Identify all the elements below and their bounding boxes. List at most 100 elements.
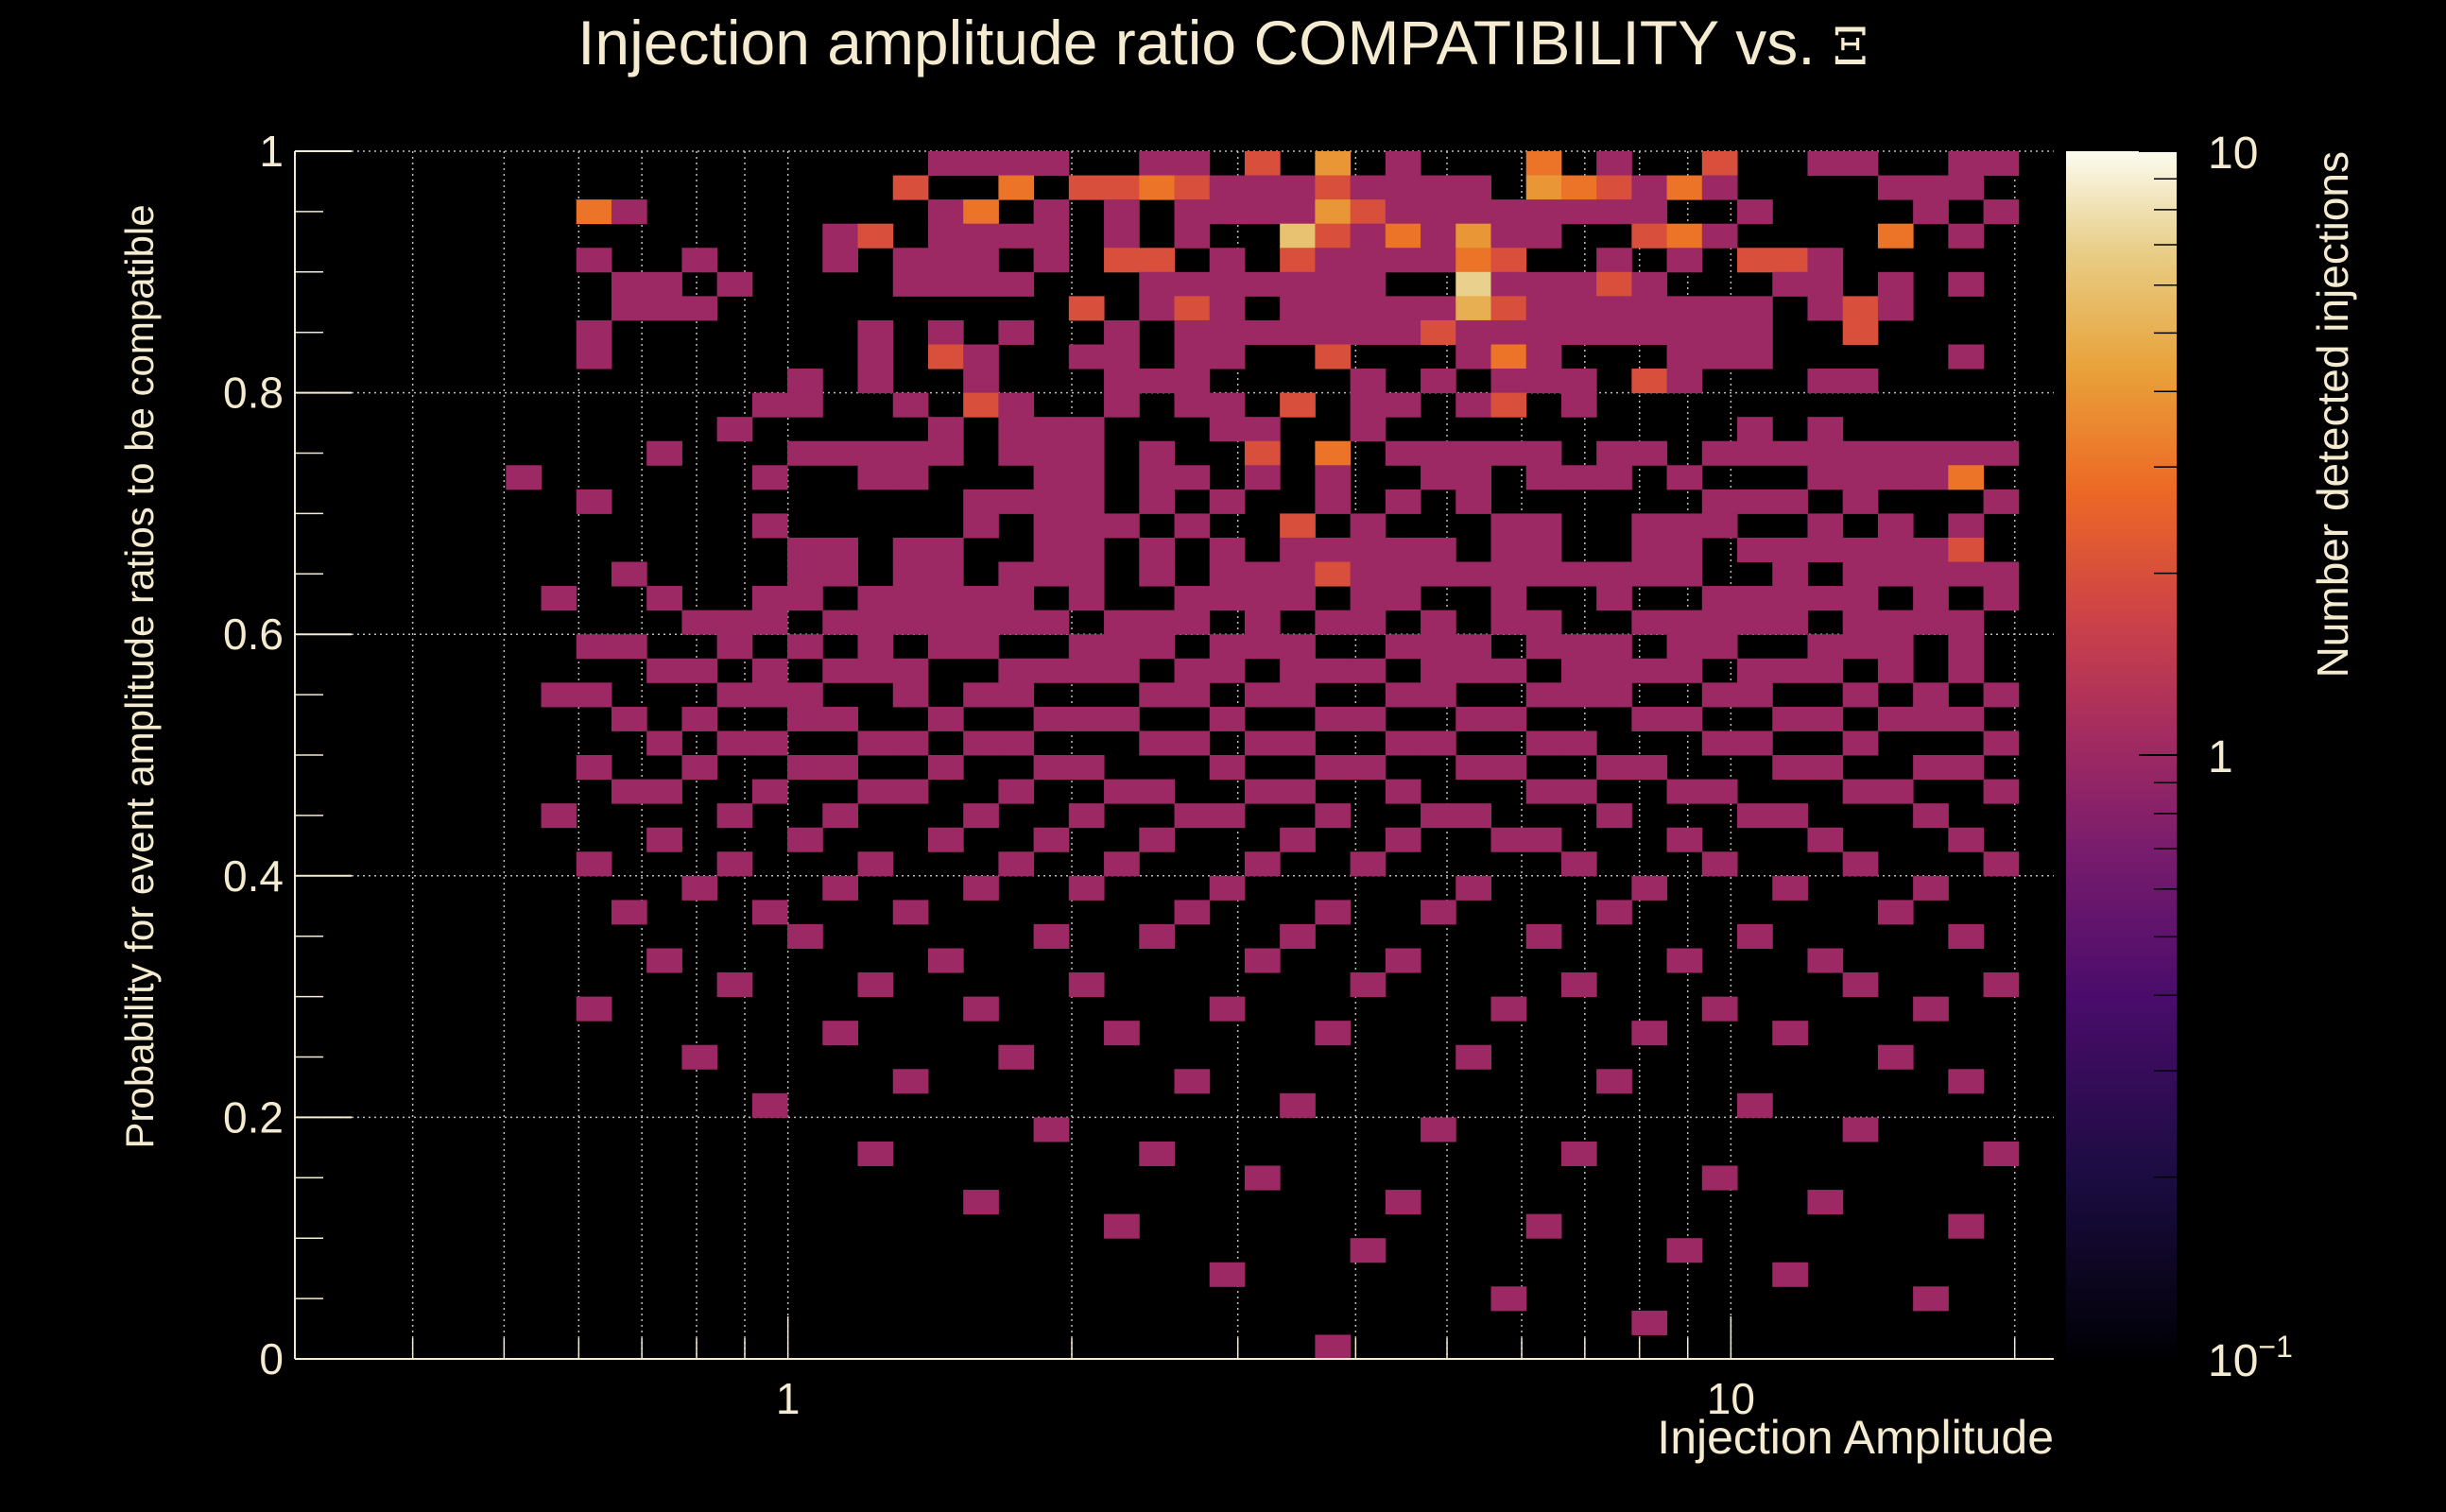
heatmap-cell bbox=[1948, 634, 1985, 660]
heatmap-cell bbox=[1280, 923, 1316, 949]
heatmap-cell bbox=[1596, 658, 1632, 683]
heatmap-cell bbox=[1280, 658, 1316, 683]
heatmap-cell bbox=[1807, 440, 1844, 466]
heatmap-cell bbox=[1701, 730, 1738, 756]
heatmap-cell bbox=[1280, 1092, 1316, 1118]
heatmap-cell bbox=[998, 586, 1035, 611]
heatmap-cell bbox=[1877, 175, 1914, 200]
heatmap-cell bbox=[1174, 610, 1211, 635]
heatmap-cell bbox=[1315, 296, 1352, 321]
heatmap-cell bbox=[1737, 1092, 1773, 1118]
heatmap-cell bbox=[1877, 271, 1914, 297]
heatmap-cell bbox=[1421, 369, 1456, 394]
heatmap-cell bbox=[787, 586, 823, 611]
heatmap-cell bbox=[1983, 199, 2020, 225]
heatmap-cell bbox=[1666, 175, 1703, 200]
heatmap-cell bbox=[1350, 319, 1387, 345]
heatmap-cell bbox=[1350, 972, 1387, 998]
heatmap-cell bbox=[1174, 223, 1211, 249]
heatmap-cell bbox=[998, 1044, 1035, 1070]
heatmap-cell bbox=[541, 586, 577, 611]
heatmap-cell bbox=[1315, 271, 1352, 297]
heatmap-cell bbox=[1913, 682, 1949, 708]
heatmap-cell bbox=[857, 344, 894, 369]
heatmap-cell bbox=[1737, 730, 1773, 756]
heatmap-cell bbox=[1948, 223, 1985, 249]
heatmap-cell bbox=[1701, 319, 1738, 345]
heatmap-cell bbox=[1174, 151, 1211, 177]
heatmap-cell bbox=[1983, 1141, 2020, 1167]
heatmap-cell bbox=[646, 827, 682, 852]
heatmap-cell bbox=[1525, 537, 1562, 563]
heatmap-cell bbox=[1877, 1044, 1914, 1070]
heatmap-cell bbox=[998, 730, 1035, 756]
heatmap-cell bbox=[1596, 465, 1632, 490]
heatmap-cell bbox=[1666, 513, 1703, 539]
heatmap-cell bbox=[1490, 658, 1527, 683]
heatmap-cell bbox=[1139, 296, 1175, 321]
heatmap-cell bbox=[1948, 706, 1985, 731]
heatmap-cell bbox=[1209, 755, 1246, 781]
y-tick-label: 0.2 bbox=[223, 1092, 284, 1142]
chart-title: Injection amplitude ratio COMPATIBILITY … bbox=[577, 8, 1869, 77]
heatmap-cell bbox=[1244, 417, 1281, 442]
heatmap-cell bbox=[787, 369, 823, 394]
heatmap-cell bbox=[857, 610, 894, 635]
heatmap-cell bbox=[1807, 948, 1844, 973]
heatmap-cell bbox=[892, 779, 929, 804]
heatmap-cell bbox=[1068, 658, 1105, 683]
heatmap-cell bbox=[681, 875, 718, 901]
heatmap-cell bbox=[1560, 319, 1597, 345]
heatmap-cell bbox=[1385, 392, 1421, 418]
heatmap-cell bbox=[1983, 730, 2020, 756]
heatmap-cell bbox=[1315, 1334, 1352, 1360]
heatmap-cell bbox=[998, 175, 1035, 200]
heatmap-cell bbox=[1068, 175, 1105, 200]
heatmap-cell bbox=[1350, 513, 1387, 539]
heatmap-cell bbox=[646, 730, 682, 756]
heatmap-cell bbox=[1174, 319, 1211, 345]
heatmap-cell bbox=[963, 271, 999, 297]
heatmap-cell bbox=[787, 755, 823, 781]
heatmap-cell bbox=[822, 561, 859, 587]
heatmap-cell bbox=[681, 658, 718, 683]
heatmap-cell bbox=[1631, 561, 1668, 587]
heatmap-cell bbox=[892, 730, 929, 756]
heatmap-cell bbox=[1842, 561, 1879, 587]
heatmap-cell bbox=[1807, 586, 1844, 611]
heatmap-cell bbox=[1596, 199, 1632, 225]
heatmap-cell bbox=[1209, 199, 1246, 225]
heatmap-cell bbox=[1174, 682, 1211, 708]
heatmap-cell bbox=[963, 1190, 999, 1215]
heatmap-cell bbox=[1913, 706, 1949, 731]
heatmap-cell bbox=[1033, 1117, 1070, 1143]
heatmap-cell bbox=[1421, 1117, 1456, 1143]
heatmap-cell bbox=[1525, 369, 1562, 394]
heatmap-cell bbox=[716, 610, 753, 635]
heatmap-cell bbox=[1209, 996, 1246, 1022]
heatmap-cell bbox=[822, 537, 859, 563]
heatmap-cell bbox=[1209, 489, 1246, 514]
heatmap-cell bbox=[892, 1069, 929, 1094]
heatmap-cell bbox=[1948, 440, 1985, 466]
heatmap-cell bbox=[857, 319, 894, 345]
heatmap-cell bbox=[1139, 440, 1175, 466]
heatmap-cell bbox=[1139, 610, 1175, 635]
heatmap-cell bbox=[1877, 465, 1914, 490]
heatmap-cell bbox=[1280, 537, 1316, 563]
heatmap-cell bbox=[1244, 948, 1281, 973]
heatmap-cell bbox=[857, 634, 894, 660]
heatmap-cell bbox=[1737, 199, 1773, 225]
heatmap-cell bbox=[1490, 610, 1527, 635]
heatmap-cell bbox=[1421, 537, 1456, 563]
heatmap-cell bbox=[1701, 851, 1738, 877]
heatmap-cell bbox=[1104, 658, 1140, 683]
heatmap-cell bbox=[998, 223, 1035, 249]
heatmap-cell bbox=[1560, 175, 1597, 200]
heatmap-cell bbox=[1490, 271, 1527, 297]
heatmap-cell bbox=[787, 440, 823, 466]
heatmap-cell bbox=[1842, 851, 1879, 877]
heatmap-cell bbox=[1772, 586, 1808, 611]
heatmap-cell bbox=[1842, 730, 1879, 756]
heatmap-cell bbox=[892, 440, 929, 466]
